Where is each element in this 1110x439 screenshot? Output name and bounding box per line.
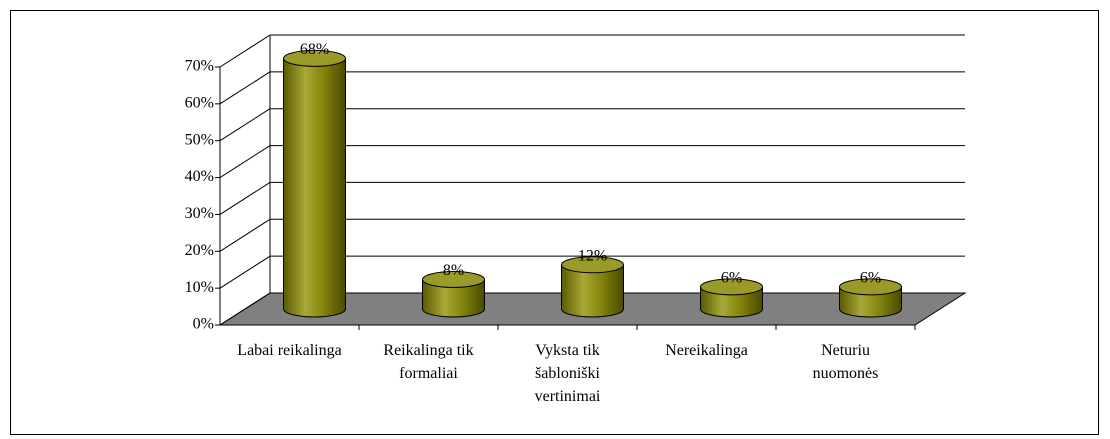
cylinder-top [561,256,624,274]
bar [839,278,902,318]
y-tick-label: 20% [185,242,214,259]
y-tick-label: 60% [185,95,214,112]
bar [422,271,485,318]
value-label: 8% [443,262,464,279]
grid-line [219,34,271,68]
grid-line [219,255,271,289]
cylinder-body [700,286,763,318]
bar [283,49,346,318]
grid-line [219,218,271,252]
cylinder-body [283,57,346,318]
bar [561,256,624,318]
value-label: 68% [300,41,329,58]
y-tick-label: 0% [193,316,214,333]
value-label: 12% [578,247,607,264]
grid-line [219,145,271,178]
value-label: 6% [721,270,742,287]
x-tick-label: Neturiu nuomonės [812,342,879,382]
cylinder-body [422,279,485,318]
grid-line [219,182,271,215]
x-tick-label: Reikalinga tik formaliai [383,342,474,382]
cylinder-top [839,278,902,296]
x-tick-label: Labai reikalinga [237,342,342,359]
y-tick-label: 30% [185,205,214,222]
y-tick-label: 10% [185,279,214,296]
value-label: 6% [860,270,881,287]
cylinder-top [422,271,485,289]
x-tick-label: Vyksta tik šabloniški vertinimai [534,342,601,405]
x-tick-label: Nereikalinga [665,342,748,359]
cylinder-body [839,286,902,318]
y-tick-label: 70% [185,58,214,75]
chart-border [10,10,1099,435]
y-tick-label: 50% [185,131,214,148]
bar [700,278,763,318]
cylinder-top [700,278,763,296]
grid-line [219,108,271,142]
cylinder-body [561,264,624,318]
grid-line [219,292,271,326]
cylinder-top [283,49,346,67]
grid-line [219,71,271,105]
y-tick-label: 40% [185,168,214,185]
